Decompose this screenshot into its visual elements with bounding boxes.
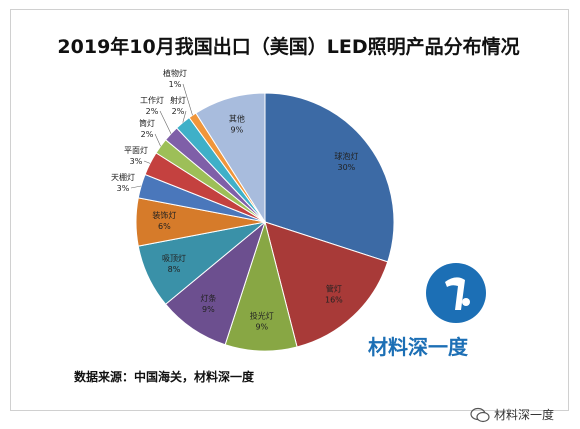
brand-name: 材料深一度 xyxy=(368,335,468,359)
pie-slice-0 xyxy=(264,92,395,263)
slice-percent-8: 2% xyxy=(141,130,154,139)
slice-percent-9: 2% xyxy=(146,107,159,116)
leader-line-6 xyxy=(130,185,142,189)
slice-percent-5: 6% xyxy=(158,222,171,231)
slice-name-10: 射灯 xyxy=(170,95,186,105)
slice-name-0: 球泡灯 xyxy=(334,151,358,161)
slice-percent-4: 8% xyxy=(168,265,181,274)
slice-name-8: 筒灯 xyxy=(139,118,155,128)
data-source: 数据来源：中国海关，材料深一度 xyxy=(74,370,255,384)
pie-slice-12 xyxy=(195,92,266,224)
slice-name-2: 投光灯 xyxy=(250,311,274,321)
leader-line-10 xyxy=(182,110,187,123)
slice-percent-3: 9% xyxy=(202,305,215,314)
brand-logo-icon xyxy=(426,263,486,323)
watermark: 材料深一度 xyxy=(470,406,554,423)
watermark-text: 材料深一度 xyxy=(494,408,555,422)
slice-name-6: 天棚灯 xyxy=(111,172,135,182)
slice-name-7: 平面灯 xyxy=(124,145,148,155)
pie-slice-1 xyxy=(264,221,389,348)
leader-line-7 xyxy=(143,160,151,164)
slice-percent-7: 3% xyxy=(130,157,143,166)
slice-percent-12: 9% xyxy=(231,125,244,134)
slice-percent-1: 16% xyxy=(325,295,343,304)
slice-percent-6: 3% xyxy=(117,184,130,193)
slice-percent-11: 1% xyxy=(169,80,182,89)
chart-title: 2019年10月我国出口（美国）LED照明产品分布情况 xyxy=(57,36,520,58)
slice-name-3: 灯条 xyxy=(200,293,216,303)
leader-line-11 xyxy=(182,83,193,116)
slice-percent-0: 30% xyxy=(338,163,356,172)
slice-name-5: 装饰灯 xyxy=(152,210,176,220)
leader-line-8 xyxy=(154,133,161,147)
slice-name-11: 植物灯 xyxy=(163,68,187,78)
slice-percent-2: 9% xyxy=(255,323,268,332)
slice-name-9: 工作灯 xyxy=(140,95,164,105)
slice-name-1: 管灯 xyxy=(326,283,342,293)
slice-percent-10: 2% xyxy=(172,107,185,116)
slice-name-4: 吸顶灯 xyxy=(162,253,186,263)
leader-line-9 xyxy=(159,110,172,134)
wechat-icon xyxy=(470,407,490,422)
slice-name-12: 其他 xyxy=(229,113,245,123)
